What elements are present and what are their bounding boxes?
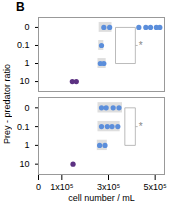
svg-text:1: 1: [24, 58, 29, 68]
html-text:Prey - predator ratio: Prey - predator ratio: [2, 64, 12, 145]
svg-text:10: 10: [19, 159, 29, 169]
svg-text:*: *: [139, 40, 143, 51]
svg-text:5x10⁵: 5x10⁵: [144, 182, 168, 192]
svg-text:1x10⁵: 1x10⁵: [50, 182, 74, 192]
html-text:B: B: [16, 0, 25, 14]
svg-text:0: 0: [24, 103, 29, 113]
svg-text:3x10⁵: 3x10⁵: [97, 182, 121, 192]
svg-text:0: 0: [36, 182, 41, 192]
svg-text:0: 0: [24, 22, 29, 32]
svg-text:1: 1: [24, 140, 29, 150]
svg-text:0.1: 0.1: [17, 121, 30, 131]
svg-text:0.1: 0.1: [17, 40, 30, 50]
svg-text:cell number / mL: cell number / mL: [68, 193, 135, 203]
svg-text:10: 10: [19, 76, 29, 86]
svg-text:*: *: [139, 121, 143, 132]
